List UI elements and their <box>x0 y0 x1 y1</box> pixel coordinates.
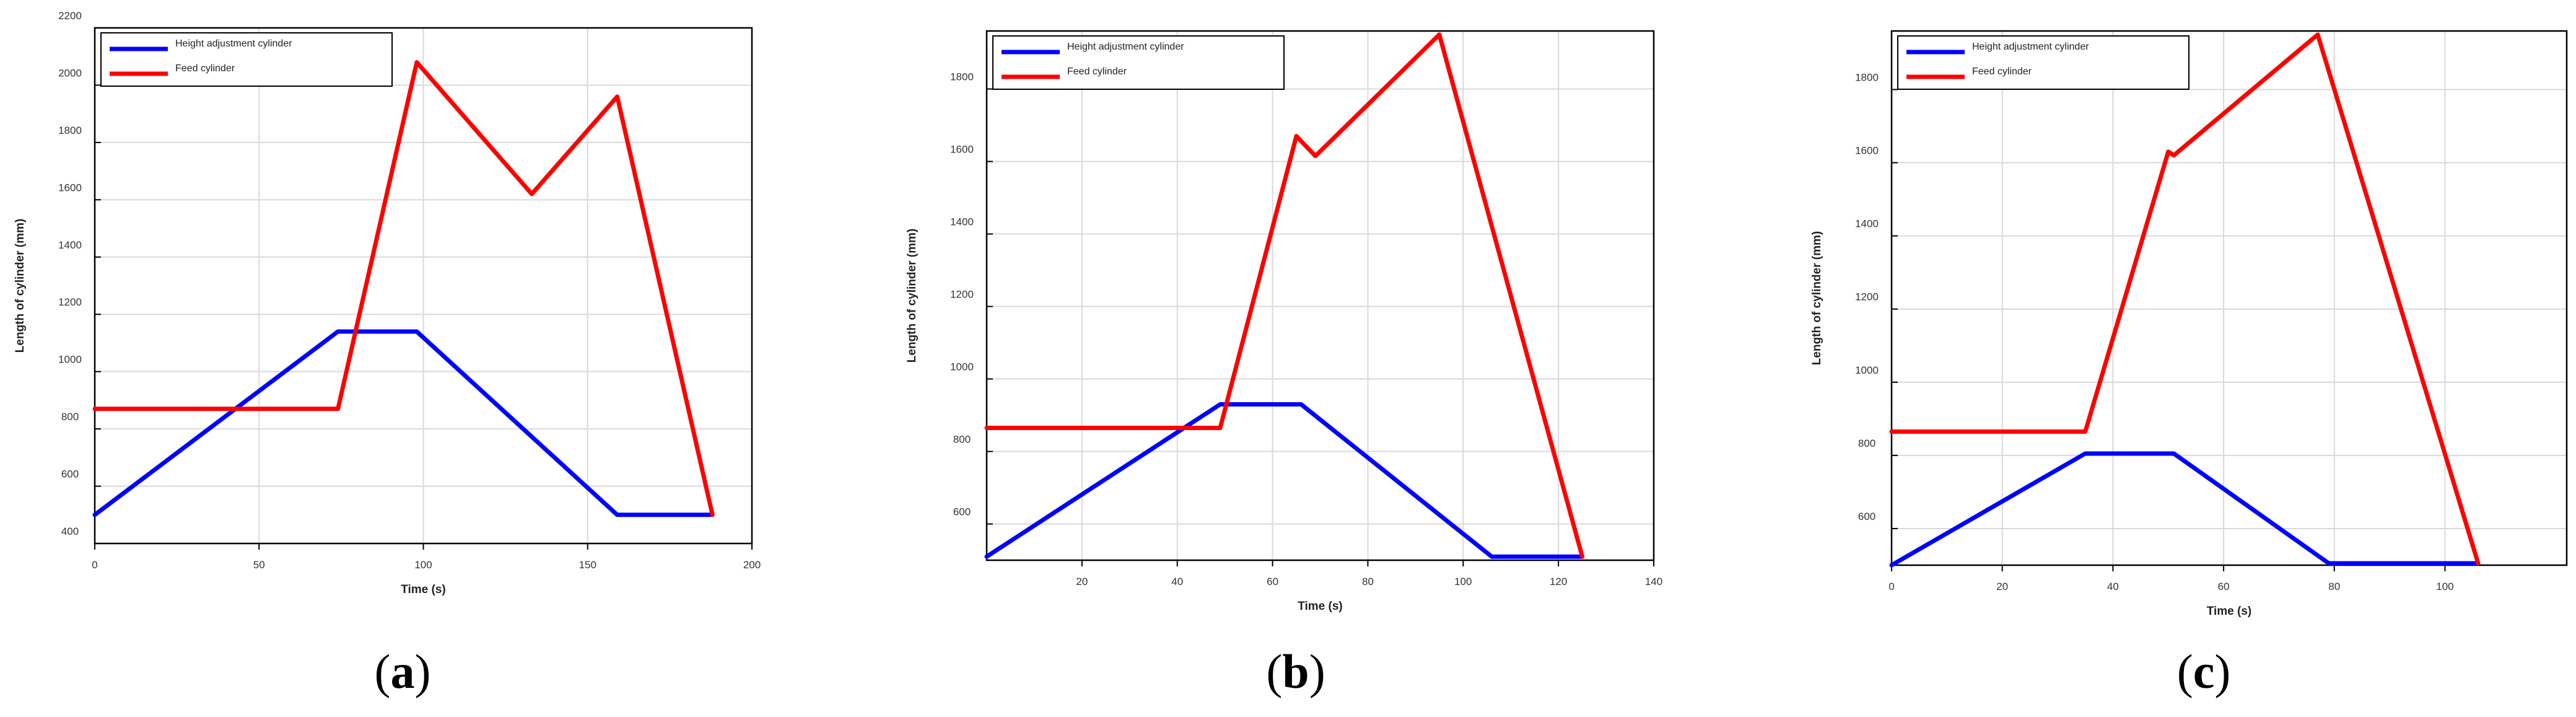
axes-frame <box>1890 30 2568 566</box>
feed-cylinder-line <box>92 60 715 517</box>
feed-cylinder-line <box>1889 32 2481 566</box>
y-tick-label: 1000 <box>58 354 82 366</box>
x-tick-label: 20 <box>1996 581 2008 592</box>
y-tick-label: 1600 <box>950 144 974 156</box>
legend: Height adjustment cylinder Feed cylinder <box>1897 35 2190 90</box>
legend-entry: Height adjustment cylinder <box>1067 42 1184 52</box>
y-tick-label: 2200 <box>58 10 82 22</box>
x-tick-label: 80 <box>1362 576 1374 587</box>
x-tick-label: 20 <box>1076 576 1088 587</box>
legend-entry: Height adjustment cylinder <box>175 38 292 49</box>
y-tick-label: 2000 <box>58 67 82 79</box>
legend: Height adjustment cylinder Feed cylinder <box>992 35 1285 90</box>
y-tick-label: 1400 <box>950 216 974 228</box>
x-tick-label: 140 <box>1645 576 1662 587</box>
x-tick-label: 120 <box>1550 576 1567 587</box>
x-tick-label: 200 <box>743 559 761 571</box>
y-tick-label: 1200 <box>58 296 82 308</box>
x-tick-label: 40 <box>1171 576 1183 587</box>
y-tick-label: 400 <box>61 526 79 537</box>
chart-panel-a: 0 50 100 150 200 400 600 800 1000 1200 1400 1600 180… <box>14 10 761 698</box>
feed-cylinder-line <box>984 32 1585 559</box>
y-tick-label: 1000 <box>950 361 974 373</box>
x-axis-label: Time (s) <box>1298 600 1343 613</box>
legend-entry: Feed cylinder <box>175 63 235 74</box>
legend-box <box>100 32 393 87</box>
plot-area <box>1892 31 2567 565</box>
y-tick-label: 600 <box>1858 511 1875 522</box>
legend: Height adjustment cylinder Feed cylinder <box>100 32 393 87</box>
x-tick-label: 60 <box>1267 576 1278 587</box>
y-tick-label: 1800 <box>1855 71 1879 83</box>
legend-entry: Feed cylinder <box>1067 66 1127 77</box>
y-axis-label: Length of cylinder (mm) <box>14 219 27 353</box>
chart-panel-c: 0 20 40 60 80 100 600 800 1000 1200 1400 1600 1800 Ti… <box>1810 30 2568 698</box>
y-tick-label: 1600 <box>58 182 82 193</box>
y-tick-label: 1000 <box>1855 364 1879 376</box>
legend-entry: Feed cylinder <box>1972 66 2032 77</box>
legend-box <box>1897 35 2190 90</box>
y-tick-label: 1800 <box>58 125 82 136</box>
legend-entry: Height adjustment cylinder <box>1972 42 2089 52</box>
legend-box <box>992 35 1285 90</box>
height-cylinder-line <box>984 402 1585 559</box>
y-axis-label: Length of cylinder (mm) <box>906 229 919 363</box>
x-tick-label: 100 <box>1454 576 1472 587</box>
y-tick-label: 1600 <box>1855 145 1879 157</box>
y-tick-label: 1200 <box>950 289 974 301</box>
x-tick-label: 50 <box>253 559 265 571</box>
x-axis-label: Time (s) <box>2207 605 2252 618</box>
y-tick-label: 1400 <box>58 239 82 251</box>
chart-panel-b: 20 40 60 80 100 120 140 600 800 1000 1200 1400 1600 1… <box>906 30 1662 698</box>
panel-label: (c) <box>2177 644 2231 698</box>
plot-area <box>987 31 1654 560</box>
x-tick-label: 0 <box>92 559 97 571</box>
x-axis-label: Time (s) <box>401 583 446 596</box>
height-cylinder-line <box>1889 451 2481 568</box>
x-tick-label: 40 <box>2107 581 2119 592</box>
x-tick-label: 0 <box>1888 581 1894 592</box>
y-tick-label: 1200 <box>1855 291 1879 303</box>
x-tick-label: 80 <box>2328 581 2340 592</box>
y-tick-label: 1400 <box>1855 218 1879 230</box>
y-tick-label: 1800 <box>950 71 974 83</box>
panel-label: (a) <box>375 644 431 698</box>
y-axis-label: Length of cylinder (mm) <box>1810 231 1823 365</box>
x-tick-label: 60 <box>2218 581 2230 592</box>
y-tick-label: 800 <box>953 434 971 446</box>
y-tick-label: 600 <box>61 468 79 480</box>
axes-frame <box>985 30 1655 561</box>
y-tick-label: 800 <box>61 411 79 423</box>
height-cylinder-line <box>92 329 715 517</box>
y-tick-label: 600 <box>953 506 971 518</box>
panel-label: (b) <box>1266 644 1325 698</box>
x-tick-label: 150 <box>579 559 596 571</box>
y-tick-label: 800 <box>1858 438 1875 449</box>
x-tick-label: 100 <box>2436 581 2453 592</box>
x-tick-label: 100 <box>414 559 432 571</box>
